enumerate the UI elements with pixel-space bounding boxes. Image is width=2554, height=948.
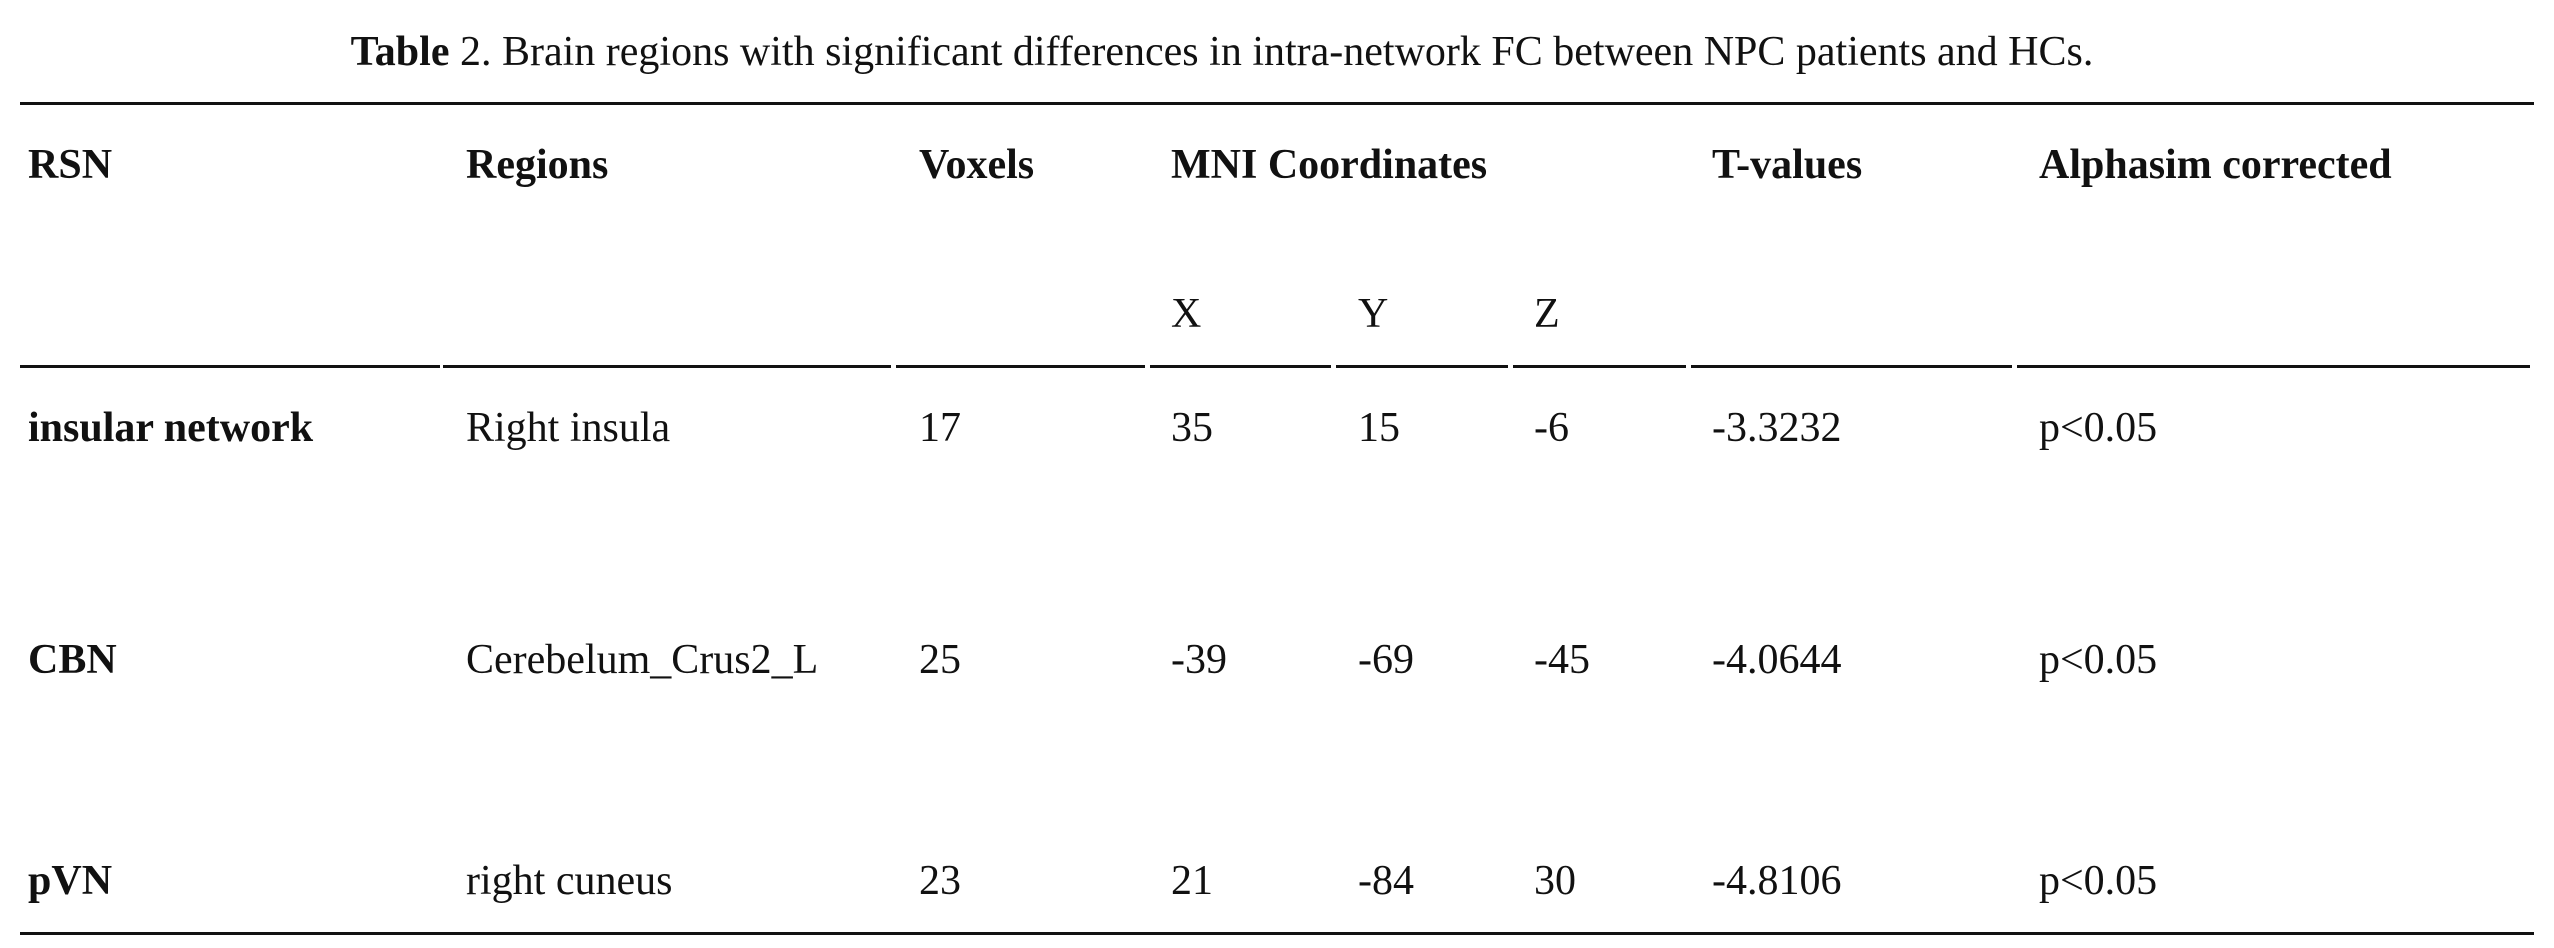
- table-cell: -69: [1358, 637, 1414, 683]
- table-cell: -6: [1534, 405, 1569, 451]
- header-cell: Voxels: [919, 142, 1035, 188]
- header-rule: [2017, 365, 2530, 368]
- table-cell: pVN: [28, 858, 113, 904]
- header-cell: Alphasim corrected: [2039, 142, 2392, 188]
- table-cell: 30: [1534, 858, 1576, 904]
- table-cell: right cuneus: [466, 858, 673, 904]
- table-cell: -4.8106: [1712, 858, 1842, 904]
- table-cell: Cerebelum_Crus2_L: [466, 637, 819, 683]
- table-cell: -4.0644: [1712, 637, 1842, 683]
- header-rule: [1336, 365, 1508, 368]
- table-cell: p<0.05: [2039, 405, 2158, 451]
- header-rule: [1150, 365, 1331, 368]
- header-cell: RSN: [28, 142, 113, 188]
- top-rule: [20, 102, 2534, 105]
- caption-label: Table: [350, 29, 450, 75]
- subheader-cell: Z: [1534, 291, 1560, 337]
- table-cell: 21: [1171, 858, 1213, 904]
- table-cell: 17: [919, 405, 961, 451]
- table-cell: p<0.05: [2039, 637, 2158, 683]
- header-rule: [896, 365, 1145, 368]
- table-cell: -45: [1534, 637, 1590, 683]
- table-cell: insular network: [28, 405, 314, 451]
- table-cell: CBN: [28, 637, 117, 683]
- header-cell: T-values: [1712, 142, 1863, 188]
- bottom-rule: [20, 932, 2534, 935]
- table-cell: -84: [1358, 858, 1414, 904]
- table-cell: 23: [919, 858, 961, 904]
- table-cell: Right insula: [466, 405, 671, 451]
- table-cell: -39: [1171, 637, 1227, 683]
- caption-text: 2. Brain regions with significant differ…: [459, 29, 2094, 75]
- table-cell: 35: [1171, 405, 1213, 451]
- table-cell: 15: [1358, 405, 1400, 451]
- header-rule: [1513, 365, 1686, 368]
- header-rule: [443, 365, 891, 368]
- header-rule: [1691, 365, 2012, 368]
- table-cell: p<0.05: [2039, 858, 2158, 904]
- header-cell: MNI Coordinates: [1171, 142, 1488, 188]
- header-cell: Regions: [466, 142, 609, 188]
- caption: Table 2. Brain regions with significant …: [351, 31, 2094, 73]
- table-cell: 25: [919, 637, 961, 683]
- table-cell: -3.3232: [1712, 405, 1842, 451]
- subheader-cell: Y: [1358, 291, 1389, 337]
- subheader-cell: X: [1171, 291, 1202, 337]
- header-rule: [20, 365, 440, 368]
